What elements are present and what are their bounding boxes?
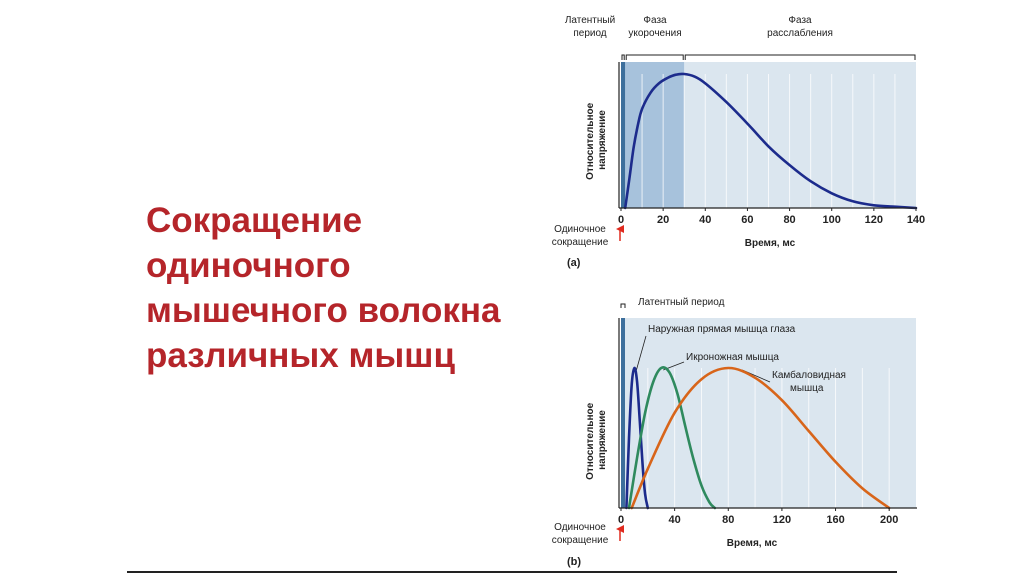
phase-brackets <box>621 54 916 60</box>
stimulus-label: сокращение <box>552 535 609 546</box>
x-tick-labels: 0 40 80 120 160 200 <box>618 508 898 526</box>
series-line <box>625 366 650 510</box>
latent-label: Латентный период <box>638 297 725 308</box>
y-axis-label: Относительное напряжение <box>585 100 608 180</box>
latent-bracket <box>620 303 626 308</box>
series-label: мышца <box>790 383 824 394</box>
phase-label: период <box>573 28 606 39</box>
phase-band <box>625 62 685 208</box>
x-tick-label: 60 <box>741 214 753 226</box>
series-label: Камбаловидная <box>772 369 846 381</box>
x-tick-label: 0 <box>618 514 624 526</box>
title-line: мышечного волокна <box>146 291 501 330</box>
x-tick-label: 100 <box>823 214 841 226</box>
stimulus-label: Одиночное <box>554 522 606 533</box>
latent-band <box>621 318 625 508</box>
y-axis-label: Относительное напряжение <box>585 400 608 480</box>
x-tick-label: 40 <box>699 214 711 226</box>
x-tick-labels: 0 20 40 60 80 100 120 140 <box>618 208 925 226</box>
gridlines <box>641 74 896 208</box>
y-axis-label-line: напряжение <box>597 410 608 470</box>
x-tick-label: 40 <box>669 514 681 526</box>
x-tick-label: 0 <box>618 214 624 226</box>
title-line: различных мышц <box>146 336 455 375</box>
curves <box>623 72 918 210</box>
x-tick-label: 120 <box>773 514 791 526</box>
x-tick-label: 80 <box>783 214 795 226</box>
series-line <box>623 72 918 210</box>
phase-bracket <box>684 54 916 60</box>
phase-band <box>621 62 626 208</box>
stimulus-label: Одиночное <box>554 224 606 235</box>
panel-label: (a) <box>567 257 581 269</box>
phase-bracket <box>621 54 625 60</box>
panel-label: (b) <box>567 556 581 568</box>
twitch-phases-chart: Латентный период Фаза укорочения Фаза ра… <box>552 15 925 269</box>
series-label: Наружная прямая мышца глаза <box>648 324 796 335</box>
slide-title: Сокращение одиночного мышечного волокна … <box>146 198 526 378</box>
series-label: Икроножная мышца <box>686 352 779 363</box>
phase-label: Фаза <box>643 15 667 26</box>
curves <box>625 366 891 510</box>
title-line: одиночного <box>146 246 351 285</box>
x-tick-label: 80 <box>722 514 734 526</box>
x-tick-label: 200 <box>880 514 898 526</box>
phase-bracket <box>625 54 684 60</box>
phase-label: укорочения <box>628 28 681 39</box>
x-tick-label: 120 <box>865 214 883 226</box>
leader-line <box>636 335 647 371</box>
title-line: Сокращение <box>146 201 363 240</box>
x-tick-label: 20 <box>657 214 669 226</box>
x-tick-label: 140 <box>907 214 925 226</box>
y-axis-label-line: Относительное <box>585 402 596 480</box>
phase-label: Фаза <box>788 15 812 26</box>
x-axis-label: Время, мс <box>727 538 778 549</box>
phase-label: Латентный <box>565 15 615 26</box>
series-line <box>630 366 891 510</box>
plot-background <box>621 318 916 508</box>
phase-label: расслабления <box>767 27 833 39</box>
stimulus-label: сокращение <box>552 237 609 248</box>
muscle-comparison-chart: Латентный период Наружная прямая мышца г… <box>552 297 917 568</box>
x-tick-label: 160 <box>826 514 844 526</box>
bottom-divider <box>127 571 897 573</box>
y-axis-label-line: напряжение <box>597 110 608 170</box>
series-line <box>627 366 717 510</box>
x-axis-label: Время, мс <box>745 238 796 249</box>
gridlines <box>647 368 890 508</box>
y-axis-label-line: Относительное <box>585 102 596 180</box>
phase-band <box>684 62 916 208</box>
